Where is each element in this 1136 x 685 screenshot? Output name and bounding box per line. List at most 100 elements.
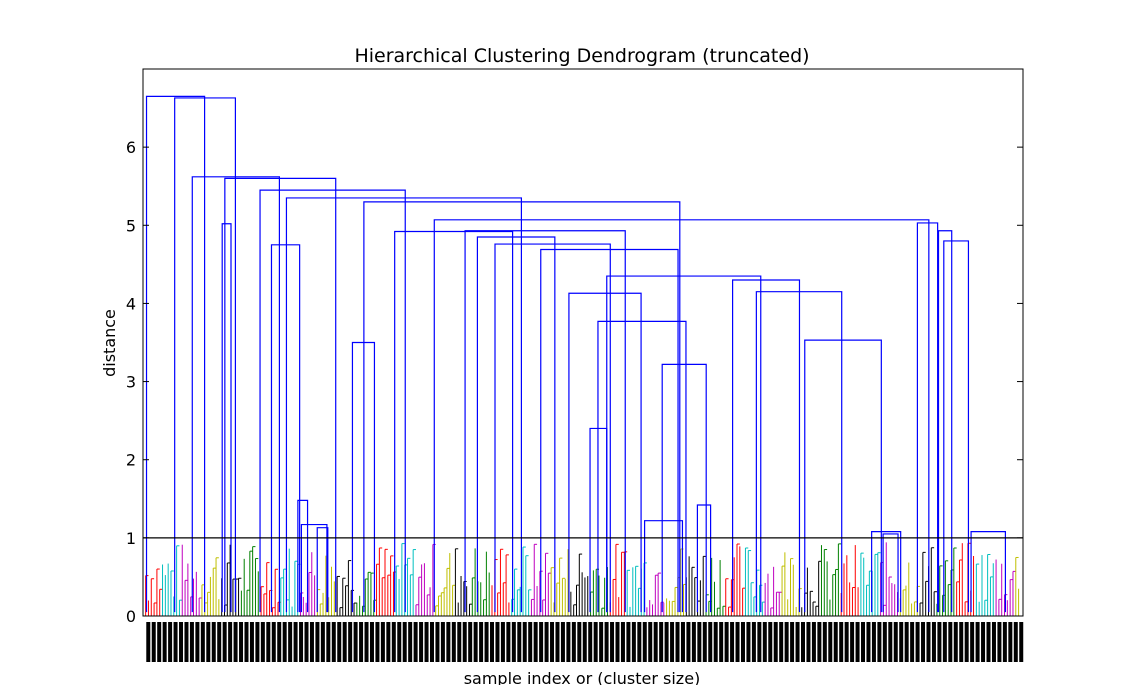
y-tick-label: 1 [126, 529, 136, 548]
merge-link [316, 527, 329, 613]
x-tick-label [604, 622, 609, 662]
x-tick-label [293, 622, 298, 662]
merge-link [661, 363, 707, 613]
y-tick-label: 6 [126, 138, 136, 157]
x-tick-label [342, 622, 347, 662]
x-tick-label [490, 622, 495, 662]
x-tick-label [953, 622, 958, 662]
x-tick-label [975, 622, 980, 662]
x-tick-label [359, 622, 364, 662]
x-tick-label [670, 622, 675, 662]
x-tick-label [610, 622, 615, 662]
x-tick-label [151, 622, 156, 662]
x-tick-label [675, 622, 680, 662]
x-tick-label [380, 622, 385, 662]
x-tick-label [233, 622, 238, 662]
y-tick-label: 3 [126, 373, 136, 392]
x-tick-label [762, 622, 767, 662]
merge-link [300, 523, 328, 613]
y-tick-label: 2 [126, 451, 136, 470]
x-tick-label [146, 622, 151, 662]
x-tick-label [555, 622, 560, 662]
x-tick-label [637, 622, 642, 662]
x-tick-label [931, 622, 936, 662]
x-tick-label [544, 622, 549, 662]
x-tick-label [899, 622, 904, 662]
x-tick-label [735, 622, 740, 662]
x-tick-label [277, 622, 282, 662]
x-tick-label [571, 622, 576, 662]
x-tick-label [179, 622, 184, 662]
x-tick-label [364, 622, 369, 662]
merge-link [174, 97, 236, 613]
y-axis-ticks: 0 1 2 3 4 5 6 [126, 138, 1023, 626]
x-tick-label [779, 622, 784, 662]
x-tick-label [386, 622, 391, 662]
x-tick-labels [146, 622, 1024, 662]
x-tick-label [391, 622, 396, 662]
x-tick-label [806, 622, 811, 662]
merge-link [464, 230, 626, 613]
x-tick-label [451, 622, 456, 662]
x-tick-label [222, 622, 227, 662]
x-tick-label [348, 622, 353, 662]
merge-links [145, 95, 1007, 613]
x-tick-label [866, 622, 871, 662]
x-tick-label [757, 622, 762, 662]
x-tick-label [162, 622, 167, 662]
merge-link [597, 320, 687, 613]
x-tick-label [719, 622, 724, 662]
x-tick-label [266, 622, 271, 662]
x-tick-label [921, 622, 926, 662]
x-tick-label [888, 622, 893, 662]
x-tick-label [822, 622, 827, 662]
x-tick-label [228, 622, 233, 662]
x-tick-label [369, 622, 374, 662]
x-tick-label [910, 622, 915, 662]
y-tick-label: 5 [126, 216, 136, 235]
x-tick-label [937, 622, 942, 662]
x-tick-label [615, 622, 620, 662]
merge-link [882, 533, 899, 613]
merge-link [259, 189, 406, 613]
x-tick-label [189, 622, 194, 662]
merge-link [476, 236, 556, 613]
x-tick-label [784, 622, 789, 662]
x-tick-label [871, 622, 876, 662]
x-tick-label [206, 622, 211, 662]
x-tick-label [686, 622, 691, 662]
x-tick-label [157, 622, 162, 662]
x-tick-label [697, 622, 702, 662]
x-tick-label [817, 622, 822, 662]
x-tick-label [751, 622, 756, 662]
x-tick-label [173, 622, 178, 662]
x-tick-label [653, 622, 658, 662]
x-tick-label [435, 622, 440, 662]
merge-link [191, 176, 280, 613]
merge-link [755, 291, 843, 613]
x-tick-label [479, 622, 484, 662]
leaf-clusters [145, 542, 1020, 616]
x-tick-label [550, 622, 555, 662]
x-tick-label [1002, 622, 1007, 662]
x-tick-label [730, 622, 735, 662]
merge-link [297, 499, 309, 613]
x-tick-label [320, 622, 325, 662]
x-tick-label [855, 622, 860, 662]
x-tick-label [691, 622, 696, 662]
x-tick-label [429, 622, 434, 662]
merge-link [568, 292, 642, 613]
x-tick-label [790, 622, 795, 662]
x-tick-label [877, 622, 882, 662]
x-tick-label [424, 622, 429, 662]
x-tick-label [200, 622, 205, 662]
x-tick-label [768, 622, 773, 662]
merge-link [606, 275, 762, 613]
x-tick-label [708, 622, 713, 662]
x-tick-label [593, 622, 598, 662]
merge-link [145, 95, 206, 613]
x-tick-label [168, 622, 173, 662]
x-tick-label [217, 622, 222, 662]
x-tick-label [517, 622, 522, 662]
